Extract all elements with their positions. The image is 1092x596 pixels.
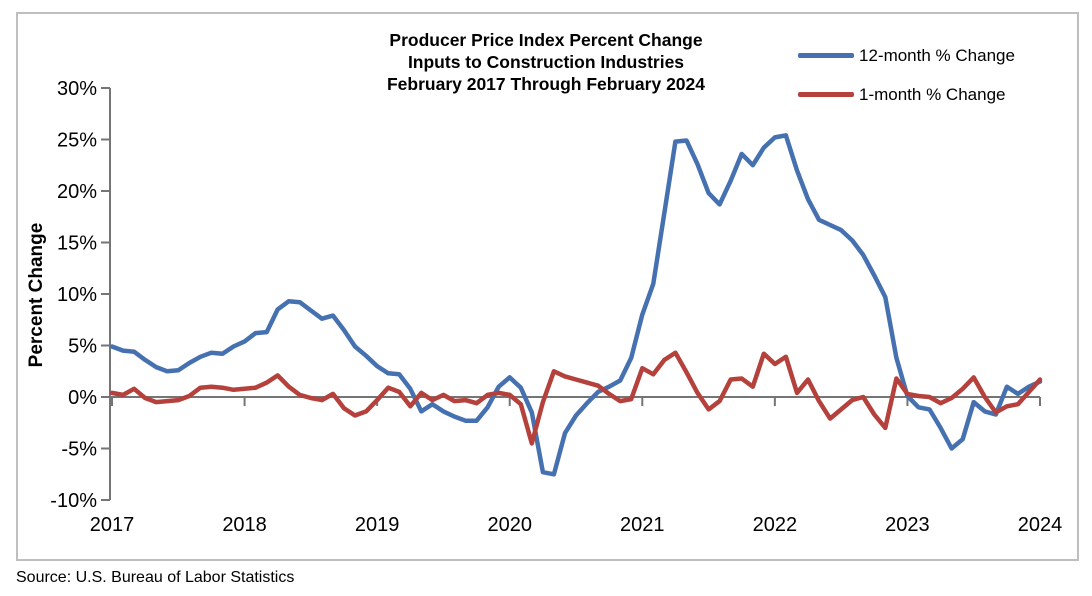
legend-label-12-month: 12-month % Change [859,45,1015,65]
chart-title-line-1: Producer Price Index Percent Change [389,30,703,50]
x-tick-label: 2020 [487,514,532,536]
legend-line-12-month-icon [798,53,854,58]
x-tick-label: 2019 [355,514,400,536]
line-12-month [109,133,1043,477]
y-tick-label: 25% [57,130,97,152]
y-tick-label: 30% [57,78,97,100]
y-tick-label: 20% [57,181,97,203]
legend: 12-month % Change 1-month % Change [798,36,1015,114]
chart-title-line-2: Inputs to Construction Industries [407,52,685,72]
x-tick-label: 2024 [1018,514,1063,536]
x-tick-label: 2022 [753,514,798,536]
y-tick-label: 15% [57,233,97,255]
line-1-month [109,350,1043,446]
x-tick-label: 2023 [885,514,930,536]
y-tick-label: 0% [68,387,97,409]
figure-border [16,12,1079,561]
source-note: Source: U.S. Bureau of Labor Statistics [16,569,295,586]
y-axis-title: Percent Change [26,222,47,368]
y-tick-label: -10% [50,490,97,512]
legend-item-12-month: 12-month % Change [798,36,1015,75]
legend-line-1-month-icon [798,92,854,97]
x-tick-label: 2018 [222,514,267,536]
legend-label-1-month: 1-month % Change [859,84,1006,104]
x-tick-label: 2017 [90,514,135,536]
chart-title-line-3: February 2017 Through February 2024 [386,74,706,94]
y-tick-label: -5% [61,439,97,461]
x-tick-label: 2021 [620,514,665,536]
chart-title: Producer Price Index Percent Change Inpu… [0,29,1092,95]
y-tick-label: 10% [57,284,97,306]
y-tick-label: 5% [68,336,97,358]
legend-item-1-month: 1-month % Change [798,75,1015,114]
